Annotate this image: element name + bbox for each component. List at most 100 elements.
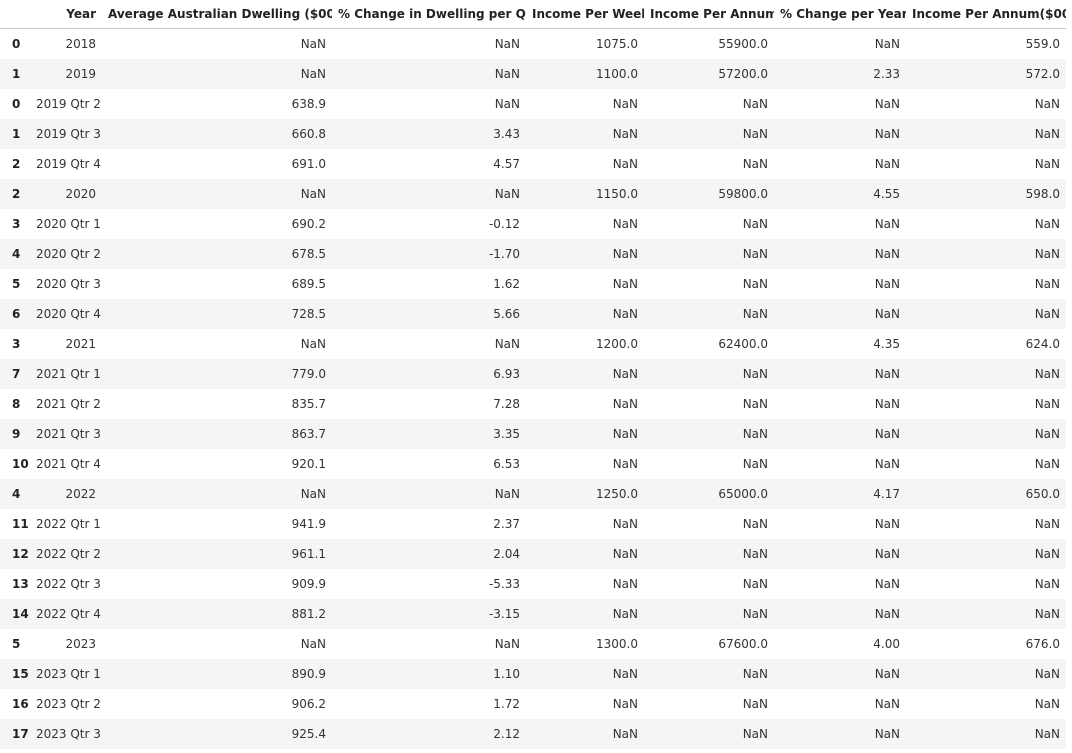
table-row: 10 2021 Qtr 4 920.1 6.53 NaN NaN NaN NaN (0, 449, 1066, 479)
table-cell: NaN (742, 727, 768, 741)
table-cell: 650.0 (1025, 487, 1060, 501)
column-header: Average Australian Dwelling ($000) (102, 0, 332, 29)
table-cell: 1200.0 (596, 337, 638, 351)
table-cell: 4.00 (873, 637, 900, 651)
table-row: 2 2020 NaN NaN 1150.0 59800.0 4.55 598.0 (0, 179, 1066, 209)
row-index: 6 (12, 307, 21, 321)
row-index: 3 (12, 337, 21, 351)
table-cell: NaN (874, 367, 900, 381)
table-cell: NaN (612, 247, 638, 261)
table-row: 11 2022 Qtr 1 941.9 2.37 NaN NaN NaN NaN (0, 509, 1066, 539)
table-cell: NaN (742, 607, 768, 621)
table-cell: 5.66 (493, 307, 520, 321)
table-row: 6 2020 Qtr 4 728.5 5.66 NaN NaN NaN NaN (0, 299, 1066, 329)
table-cell: NaN (612, 697, 638, 711)
table-cell: NaN (742, 577, 768, 591)
table-cell: NaN (612, 397, 638, 411)
table-cell: 690.2 (291, 217, 326, 231)
table-cell: NaN (874, 217, 900, 231)
table-cell: NaN (742, 217, 768, 231)
table-cell: 1.10 (493, 667, 520, 681)
table-cell: NaN (494, 637, 520, 651)
table-cell: 57200.0 (718, 67, 768, 81)
table-cell: NaN (1034, 277, 1060, 291)
table-cell: NaN (612, 457, 638, 471)
table-cell: 2020 Qtr 4 (36, 307, 101, 321)
table-cell: NaN (612, 217, 638, 231)
row-index: 0 (12, 37, 21, 51)
table-cell: NaN (494, 187, 520, 201)
table-cell: 4.17 (873, 487, 900, 501)
table-cell: 598.0 (1025, 187, 1060, 201)
table-cell: 6.93 (493, 367, 520, 381)
table-cell: 2020 Qtr 2 (36, 247, 101, 261)
table-row: 14 2022 Qtr 4 881.2 -3.15 NaN NaN NaN NaN (0, 599, 1066, 629)
table-cell: NaN (1034, 367, 1060, 381)
table-cell: -0.12 (488, 217, 520, 231)
table-cell: NaN (612, 157, 638, 171)
row-index: 3 (12, 217, 21, 231)
row-index: 16 (12, 697, 29, 711)
table-cell: 3.35 (493, 427, 520, 441)
table-cell: 7.28 (493, 397, 520, 411)
column-header: Income Per Week (526, 0, 644, 29)
table-cell: 920.1 (291, 457, 326, 471)
table-row: 12 2022 Qtr 2 961.1 2.04 NaN NaN NaN NaN (0, 539, 1066, 569)
row-index: 14 (12, 607, 29, 621)
table-cell: NaN (612, 427, 638, 441)
table-cell: NaN (874, 607, 900, 621)
row-index: 5 (12, 637, 21, 651)
table-cell: 2.04 (493, 547, 520, 561)
table-row: 0 2019 Qtr 2 638.9 NaN NaN NaN NaN NaN (0, 89, 1066, 119)
column-header: % Change in Dwelling per Qtr (332, 0, 526, 29)
table-row: 5 2020 Qtr 3 689.5 1.62 NaN NaN NaN NaN (0, 269, 1066, 299)
table-row: 2 2019 Qtr 4 691.0 4.57 NaN NaN NaN NaN (0, 149, 1066, 179)
table-cell: 2022 (65, 487, 96, 501)
table-cell: NaN (874, 427, 900, 441)
row-index: 5 (12, 277, 21, 291)
table-row: 1 2019 NaN NaN 1100.0 57200.0 2.33 572.0 (0, 59, 1066, 89)
table-cell: NaN (1034, 397, 1060, 411)
table-cell: 2019 Qtr 4 (36, 157, 101, 171)
header-row: Year Average Australian Dwelling ($000)% … (0, 0, 1066, 29)
table-cell: NaN (612, 607, 638, 621)
table-cell: 65000.0 (718, 487, 768, 501)
table-row: 5 2023 NaN NaN 1300.0 67600.0 4.00 676.0 (0, 629, 1066, 659)
table-cell: 863.7 (291, 427, 326, 441)
table-cell: 925.4 (291, 727, 326, 741)
table-cell: NaN (874, 517, 900, 531)
table-cell: -1.70 (488, 247, 520, 261)
table-cell: 678.5 (291, 247, 326, 261)
table-cell: 2023 (65, 637, 96, 651)
table-cell: NaN (1034, 217, 1060, 231)
table-cell: NaN (494, 67, 520, 81)
table-cell: NaN (742, 667, 768, 681)
table-cell: NaN (1034, 517, 1060, 531)
table-row: 15 2023 Qtr 1 890.9 1.10 NaN NaN NaN NaN (0, 659, 1066, 689)
table-cell: 2019 Qtr 3 (36, 127, 101, 141)
table-cell: NaN (612, 667, 638, 681)
table-cell: NaN (874, 157, 900, 171)
table-cell: 4.57 (493, 157, 520, 171)
table-cell: 2023 Qtr 2 (36, 697, 101, 711)
table-cell: NaN (612, 517, 638, 531)
table-cell: 4.35 (873, 337, 900, 351)
row-index: 0 (12, 97, 21, 111)
table-cell: NaN (1034, 157, 1060, 171)
table-cell: 779.0 (291, 367, 326, 381)
table-cell: 941.9 (291, 517, 326, 531)
table-cell: NaN (874, 307, 900, 321)
table-cell: NaN (742, 697, 768, 711)
table-row: 4 2022 NaN NaN 1250.0 65000.0 4.17 650.0 (0, 479, 1066, 509)
table-cell: NaN (874, 37, 900, 51)
table-cell: NaN (1034, 607, 1060, 621)
table-cell: 906.2 (291, 697, 326, 711)
table-cell: 2021 (65, 337, 96, 351)
table-header: Year Average Australian Dwelling ($000)% … (0, 0, 1066, 29)
table-cell: NaN (742, 397, 768, 411)
row-index: 12 (12, 547, 29, 561)
table-cell: -5.33 (488, 577, 520, 591)
row-index: 7 (12, 367, 21, 381)
table-cell: 2020 (65, 187, 96, 201)
table-body: 0 2018 NaN NaN 1075.0 55900.0 NaN 559.0 1 2019 NaN… (0, 29, 1066, 749)
